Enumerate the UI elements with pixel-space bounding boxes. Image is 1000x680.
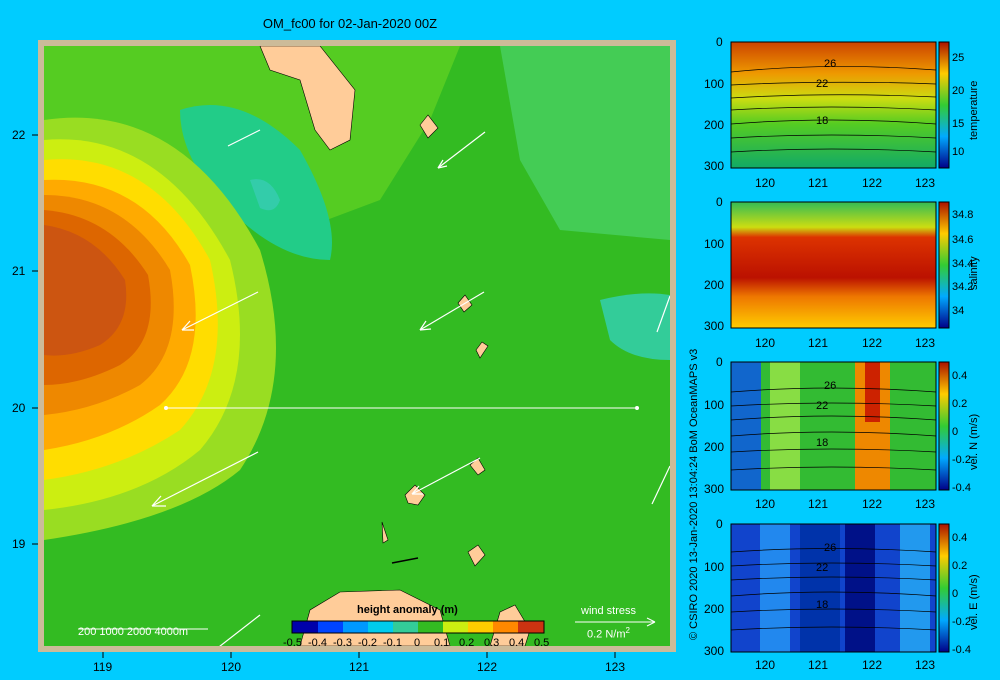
panel-salinity — [730, 201, 950, 329]
page-title: OM_fc00 for 02-Jan-2020 00Z — [262, 16, 438, 31]
wind-scale-label: 0.2 N/m2 — [587, 626, 630, 641]
panel-vel-n — [730, 361, 950, 491]
y-tick: 20 — [12, 401, 26, 415]
map-ticks — [32, 134, 616, 658]
x-tick: 119 — [93, 660, 113, 674]
panel-vel-e — [730, 523, 950, 653]
x-tick: 123 — [605, 660, 626, 674]
colorbar — [291, 620, 545, 634]
height-anomaly-field — [44, 46, 670, 646]
x-tick: 120 — [221, 660, 242, 674]
panel-temperature — [730, 41, 950, 169]
x-tick: 121 — [349, 660, 370, 674]
wind-vectors — [151, 129, 670, 646]
depth-legend: 200 1000 2000 4000m — [78, 626, 189, 638]
x-tick: 122 — [477, 660, 498, 674]
wind-stress-label: wind stress — [581, 605, 637, 617]
y-tick: 19 — [12, 537, 26, 551]
colorbar-title: height anomaly (m) — [357, 604, 458, 616]
y-tick: 21 — [12, 264, 26, 278]
y-tick: 22 — [12, 128, 26, 142]
